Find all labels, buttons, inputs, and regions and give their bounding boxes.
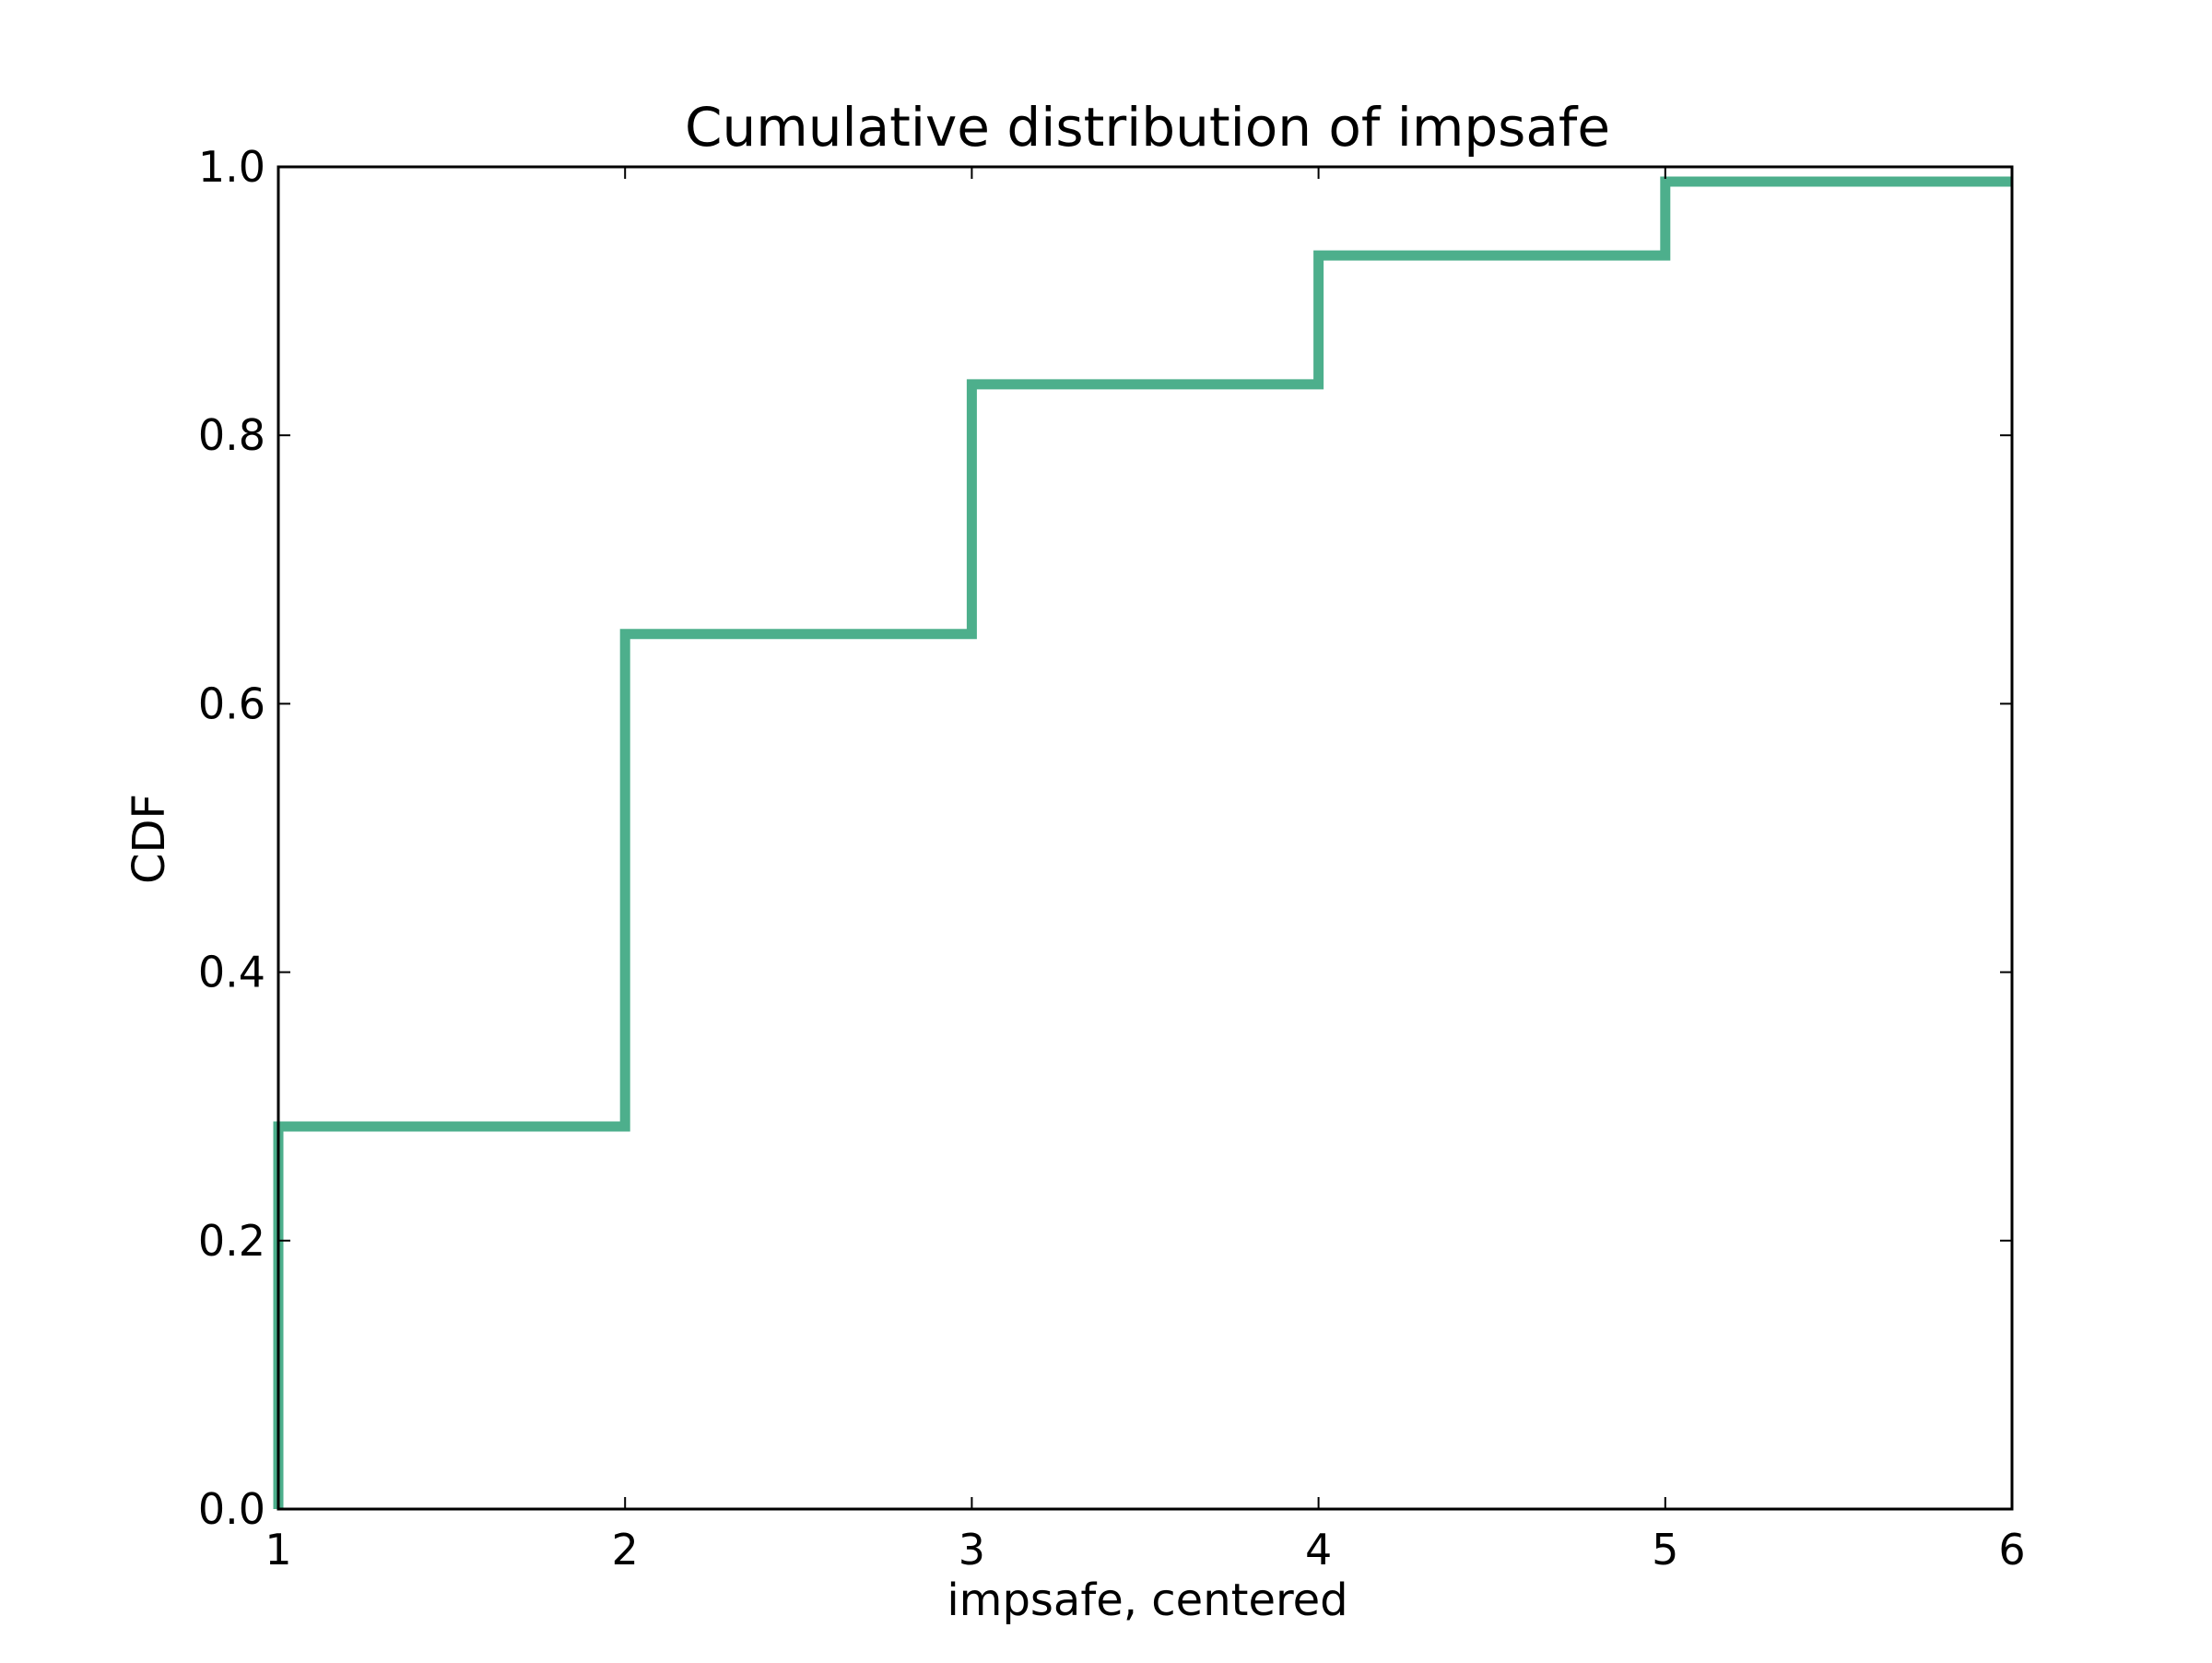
x-tick-label: 5 — [1652, 1525, 1678, 1575]
axes-frame — [276, 165, 2014, 1511]
chart-title: Cumulative distribution of impsafe — [685, 96, 1610, 159]
x-tick-label: 2 — [612, 1525, 639, 1575]
x-tick-label: 6 — [1998, 1525, 2025, 1575]
x-tick-label: 4 — [1305, 1525, 1332, 1575]
y-tick-label: 0.8 — [198, 410, 265, 460]
y-tick-label: 0.6 — [198, 678, 265, 728]
x-axis-label: impsafe, centered — [947, 1575, 1347, 1626]
y-tick-label: 1.0 — [198, 142, 265, 192]
y-tick-label: 0.0 — [198, 1484, 265, 1534]
plot-area: 1 2 3 4 5 6 0.0 0.2 0.4 0.6 0.8 1.0 — [198, 142, 2026, 1575]
y-axis-label: CDF — [124, 794, 175, 884]
cdf-step-line-0 — [273, 176, 2012, 1509]
x-tick-label: 3 — [959, 1525, 985, 1575]
y-tick-label: 0.2 — [198, 1216, 265, 1266]
y-tick-label: 0.4 — [198, 948, 265, 997]
x-tick-label: 1 — [265, 1525, 291, 1575]
